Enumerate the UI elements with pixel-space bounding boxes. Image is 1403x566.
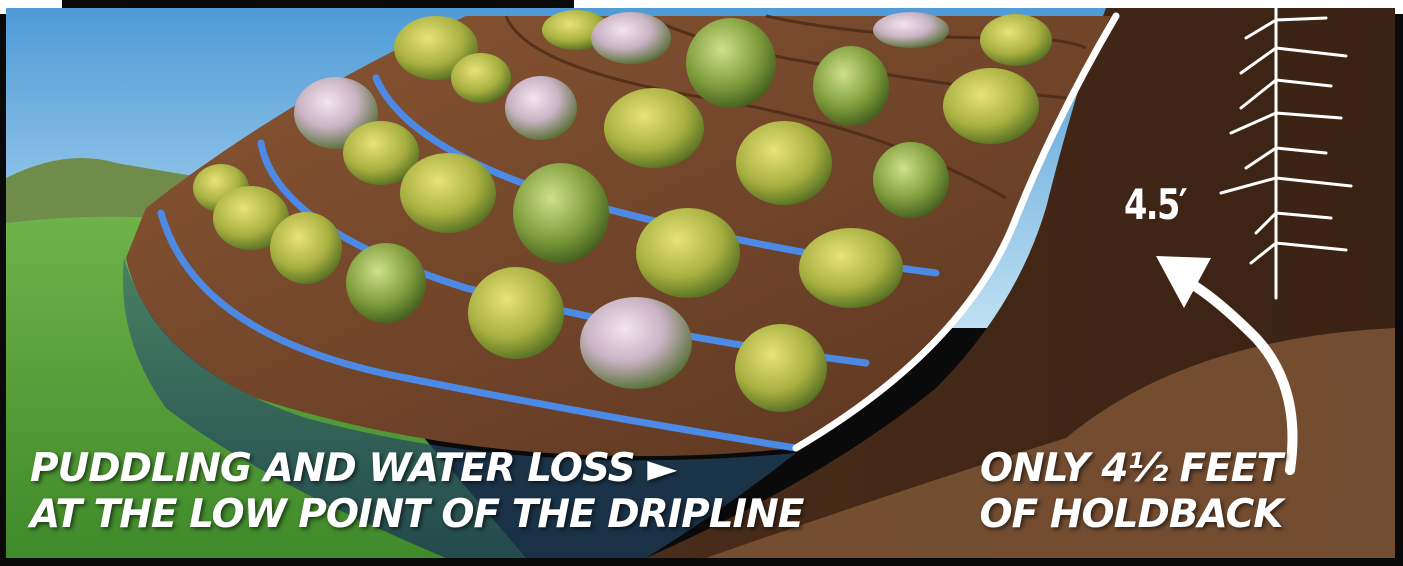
slope-edge-line	[792, 12, 1120, 452]
puddling-water	[122, 258, 797, 558]
shrub	[799, 228, 903, 308]
shrub	[735, 324, 827, 412]
shrub	[505, 76, 577, 140]
caption-holdback-line2: OF HOLDBACK	[979, 492, 1284, 537]
shrub	[270, 212, 342, 284]
right-arrow-icon: ►	[647, 446, 677, 491]
shrub	[980, 14, 1052, 66]
shrub	[400, 153, 496, 233]
caption-puddling-line2: AT THE LOW POINT OF THE DRIPLINE	[30, 492, 804, 537]
shrub	[943, 68, 1039, 144]
loose-soil	[706, 328, 1395, 558]
shrub	[513, 163, 609, 263]
caption-holdback-line1: ONLY 4½ FEET	[980, 446, 1283, 491]
drip-line-1	[157, 209, 800, 452]
shrub	[873, 142, 949, 218]
shrub	[468, 267, 564, 359]
hillside-illustration	[6, 8, 1395, 558]
shrub	[580, 297, 692, 389]
shrub	[346, 243, 426, 323]
shrub	[736, 121, 832, 205]
shrub	[451, 53, 511, 103]
shrub	[813, 46, 889, 126]
shrub	[343, 121, 419, 185]
shrub	[213, 186, 289, 250]
holdback-arrow	[1156, 256, 1298, 475]
shrub	[686, 18, 776, 108]
caption-holdback: ONLY 4½ FEET OF HOLDBACK	[966, 446, 1296, 538]
measurement-label: 4.5′	[1124, 180, 1188, 229]
root-system	[1219, 8, 1353, 300]
shrub	[604, 88, 704, 168]
caption-puddling: PUDDLING AND WATER LOSS ► AT THE LOW POI…	[30, 446, 804, 538]
shrub	[636, 208, 740, 298]
caption-puddling-line1: PUDDLING AND WATER LOSS ►	[30, 446, 677, 491]
shrub	[591, 12, 671, 64]
shrubs	[193, 10, 1052, 412]
shrub	[873, 12, 949, 48]
